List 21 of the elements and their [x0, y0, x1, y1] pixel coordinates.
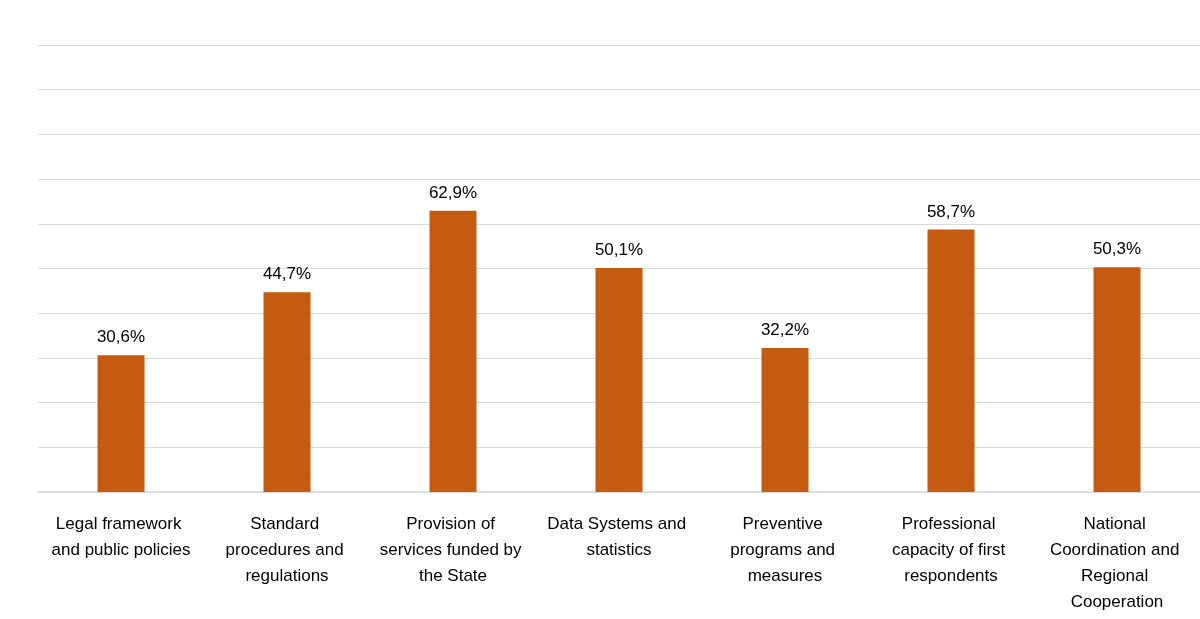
bar: [761, 348, 809, 492]
data-label: 30,6%: [96, 327, 146, 347]
bar: [595, 268, 643, 492]
bar: [1093, 267, 1141, 492]
x-tick-label: Standard procedures and regulations: [225, 513, 349, 585]
data-label: 44,7%: [262, 264, 312, 284]
bar: [263, 292, 311, 492]
data-label: 58,7%: [926, 201, 976, 221]
data-label: 62,9%: [428, 182, 478, 202]
data-label: 50,3%: [1092, 239, 1142, 259]
data-label: 32,2%: [760, 320, 810, 340]
x-tick-label: Legal framework and public policies: [51, 513, 191, 559]
data-label: 50,1%: [594, 240, 644, 260]
x-tick-label: Data Systems and statistics: [547, 513, 691, 559]
bar: [927, 229, 975, 492]
x-tick-label: National Coordination and Regional Cooperation: [1049, 513, 1185, 611]
x-tick-label: Preventive programs and measures: [730, 513, 840, 585]
bar: [429, 210, 477, 492]
x-tick-label: Professional capacity of first respondents: [891, 513, 1011, 585]
bar: [97, 355, 145, 492]
x-tick-label: Provision of services funded by the State: [379, 513, 527, 585]
